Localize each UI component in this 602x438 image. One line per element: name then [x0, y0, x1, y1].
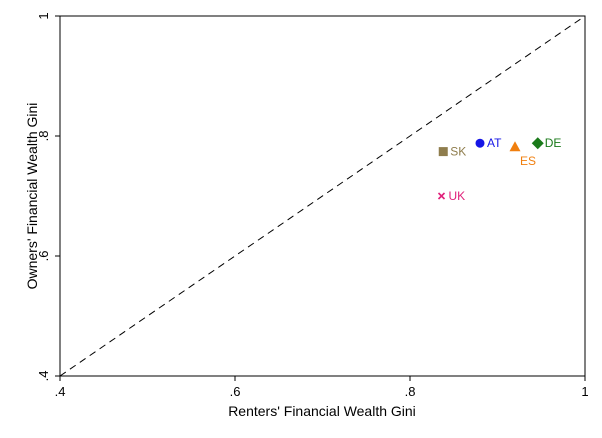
x-tick-label: 1: [581, 384, 588, 399]
y-tick-label: .8: [36, 131, 51, 142]
y-tick-label: .4: [36, 371, 51, 382]
data-points: AT DE ES SK UK: [437, 136, 562, 203]
point-es: ES: [509, 141, 536, 168]
x-axis-title: Renters' Financial Wealth Gini: [228, 403, 416, 419]
reference-line: [59, 15, 586, 377]
marker-triangle: [509, 141, 521, 152]
point-at: AT: [475, 136, 502, 150]
x-axis: .4 .6 .8 1: [55, 376, 589, 399]
x-tick-label: .8: [405, 384, 416, 399]
y-axis: .4 .6 .8 1: [36, 12, 60, 381]
marker-circle: [475, 138, 485, 148]
point-uk: UK: [437, 189, 466, 203]
x-tick-label: .6: [230, 384, 241, 399]
point-label: AT: [487, 136, 502, 150]
marker-x: [437, 192, 446, 200]
plot-frame: [59, 15, 586, 377]
point-label: DE: [545, 136, 562, 150]
x-tick-label: .4: [55, 384, 66, 399]
y-tick-label: .6: [36, 251, 51, 262]
point-label: SK: [450, 145, 466, 159]
marker-diamond: [531, 137, 544, 150]
marker-square: [438, 147, 448, 157]
point-de: DE: [531, 136, 562, 150]
point-label: ES: [520, 154, 536, 168]
point-sk: SK: [438, 145, 466, 159]
point-label: UK: [449, 189, 466, 203]
y-tick-label: 1: [36, 12, 51, 19]
y-axis-title: Owners' Financial Wealth Gini: [24, 103, 40, 290]
